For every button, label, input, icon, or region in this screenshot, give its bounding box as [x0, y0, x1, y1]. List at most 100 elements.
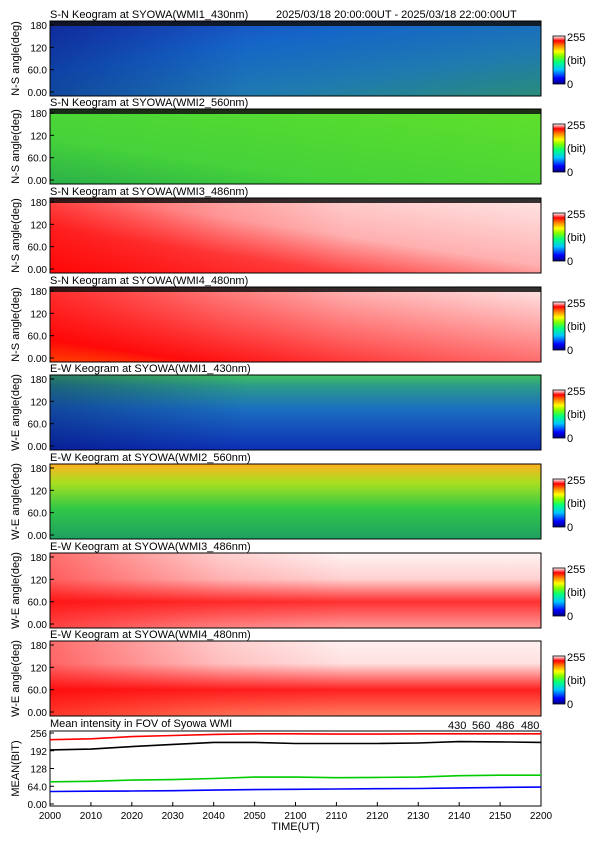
panel-title: E-W Keogram at SYOWA(WMI2_560nm) [50, 452, 251, 464]
panel-frame [49, 286, 542, 363]
keogram-panel: S-N Keogram at SYOWA(WMI2_560nm)180 120 60… [10, 97, 586, 187]
colorbar-unit-label: (bit) [567, 587, 586, 599]
y-tick-label: 60.0 [28, 154, 48, 165]
colorbar-min-label: 0 [567, 79, 573, 91]
keogram-image [50, 464, 541, 539]
y-axis-label: MEAN(BIT) [10, 740, 22, 796]
y-tick-label: 0.00 [28, 265, 48, 276]
keogram-shading [50, 553, 541, 628]
keogram-edge-strip [50, 198, 541, 203]
panel-frame [49, 640, 542, 717]
colorbar [552, 301, 566, 351]
colorbar-max-label: 255 [567, 32, 585, 44]
series-line-486 [49, 732, 541, 741]
y-tick-label: 120 [30, 575, 47, 586]
panel-title: E-W Keogram at SYOWA(WMI4_480nm) [50, 629, 251, 641]
keogram-shading [50, 21, 541, 96]
panel-frame [49, 20, 542, 97]
keogram-panel: E-W Keogram at SYOWA(WMI4_480nm)180 120 60… [10, 629, 586, 719]
panel-frame [49, 552, 542, 629]
colorbar [552, 212, 566, 262]
colorbar-max-label: 255 [567, 564, 585, 576]
colorbar-max-label: 255 [567, 475, 585, 487]
colorbar-min-label: 0 [567, 522, 573, 534]
x-tick-label: 2000 [39, 811, 62, 822]
x-tick-label: 2030 [162, 811, 185, 822]
y-tick-label: 0.00 [28, 354, 48, 365]
y-tick-label: 180 [30, 553, 47, 564]
colorbar [552, 567, 566, 617]
x-tick-label: 2050 [243, 811, 266, 822]
y-tick-label: 0.00 [28, 620, 48, 631]
legend-entry: 560 [472, 720, 490, 732]
y-tick-label: 60.0 [28, 420, 48, 431]
y-tick-label: 60.0 [28, 332, 48, 343]
panel-title: S-N Keogram at SYOWA(WMI1_430nm) [50, 9, 248, 21]
colorbar [552, 478, 566, 528]
keogram-shading [50, 198, 541, 273]
colorbar-unit-label: (bit) [567, 55, 586, 67]
colorbar [552, 35, 566, 85]
keogram-panels: S-N Keogram at SYOWA(WMI1_430nm) 2025/03/… [10, 9, 586, 719]
y-axis-label: W-E angle(deg) [10, 552, 22, 629]
legend-entry: 480 [521, 720, 539, 732]
y-tick-label: 180 [30, 287, 47, 298]
colorbar-max-label: 255 [567, 298, 585, 310]
panel-title: S-N Keogram at SYOWA(WMI4_480nm) [50, 275, 248, 287]
keogram-edge-strip [50, 21, 541, 26]
y-tick-label: 60.0 [28, 66, 48, 77]
colorbar-min-label: 0 [567, 345, 573, 357]
colorbar-max-label: 255 [567, 209, 585, 221]
colorbar [552, 123, 566, 173]
time-range-label: 2025/03/18 20:00:00UT - 2025/03/18 22:00… [276, 9, 517, 21]
keogram-shading [50, 641, 541, 716]
y-tick-label: 120 [30, 663, 47, 674]
x-tick-label: 2150 [489, 811, 512, 822]
series-line-480 [49, 740, 542, 751]
panel-title: E-W Keogram at SYOWA(WMI1_430nm) [50, 363, 251, 375]
y-tick-label: 0.00 [28, 176, 48, 187]
y-tick-label: 128 [30, 765, 47, 776]
y-tick-label: 180 [30, 464, 47, 475]
colorbar-max-label: 255 [567, 386, 585, 398]
panel-frame [49, 374, 542, 451]
colorbar-unit-label: (bit) [567, 409, 586, 421]
colorbar [552, 655, 566, 705]
colorbar-unit-label: (bit) [567, 232, 586, 244]
series-line-430 [49, 786, 542, 793]
keogram-panel: S-N Keogram at SYOWA(WMI4_480nm)180 120 60… [10, 275, 586, 365]
panel-frame [49, 108, 542, 185]
panel-frame [49, 197, 542, 274]
x-tick-label: 2110 [326, 811, 348, 822]
y-tick-label: 60.0 [28, 243, 48, 254]
keogram-panel: E-W Keogram at SYOWA(WMI1_430nm)180 120 60… [10, 363, 586, 453]
colorbar-min-label: 0 [567, 433, 573, 445]
x-tick-label: 2120 [366, 811, 389, 822]
x-tick-label: 2040 [203, 811, 226, 822]
y-tick-label: 180 [30, 21, 47, 32]
keogram-panel: S-N Keogram at SYOWA(WMI3_486nm)180 120 60… [10, 186, 586, 276]
y-tick-label: 60.0 [28, 686, 48, 697]
colorbar-unit-label: (bit) [567, 321, 586, 333]
y-tick-label: 180 [30, 375, 47, 386]
x-tick-label: 2020 [121, 811, 144, 822]
series-line-560 [49, 774, 541, 783]
y-tick-label: 256 [30, 729, 47, 740]
y-tick-label: 120 [30, 131, 47, 142]
y-tick-label: 0.00 [28, 800, 48, 811]
colorbar-unit-label: (bit) [567, 143, 586, 155]
legend-entry: 486 [496, 720, 514, 732]
y-tick-label: 120 [30, 43, 47, 54]
keogram-edge-strip [50, 287, 541, 292]
panel-title: E-W Keogram at SYOWA(WMI3_486nm) [50, 541, 251, 553]
y-tick-label: 120 [30, 220, 47, 231]
y-tick-label: 60.0 [28, 509, 48, 520]
y-tick-label: 64.0 [28, 782, 48, 793]
y-tick-label: 180 [30, 641, 47, 652]
y-tick-label: 192 [30, 747, 47, 758]
panel-title: S-N Keogram at SYOWA(WMI3_486nm) [50, 186, 248, 198]
colorbar-min-label: 0 [567, 256, 573, 268]
colorbar-unit-label: (bit) [567, 675, 586, 687]
y-tick-label: 0.00 [28, 531, 48, 542]
y-tick-label: 0.00 [28, 708, 48, 719]
